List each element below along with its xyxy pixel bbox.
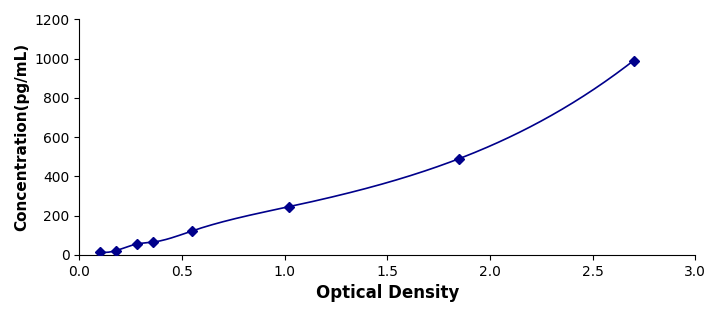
X-axis label: Optical Density: Optical Density	[315, 284, 459, 302]
Y-axis label: Concentration(pg/mL): Concentration(pg/mL)	[14, 43, 29, 231]
